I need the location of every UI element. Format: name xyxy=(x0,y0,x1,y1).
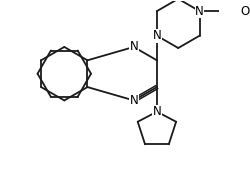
Text: O: O xyxy=(240,5,250,18)
Text: N: N xyxy=(152,29,161,42)
Text: N: N xyxy=(130,40,138,53)
Text: N: N xyxy=(130,94,138,107)
Text: N: N xyxy=(152,105,161,118)
Text: N: N xyxy=(195,5,204,18)
